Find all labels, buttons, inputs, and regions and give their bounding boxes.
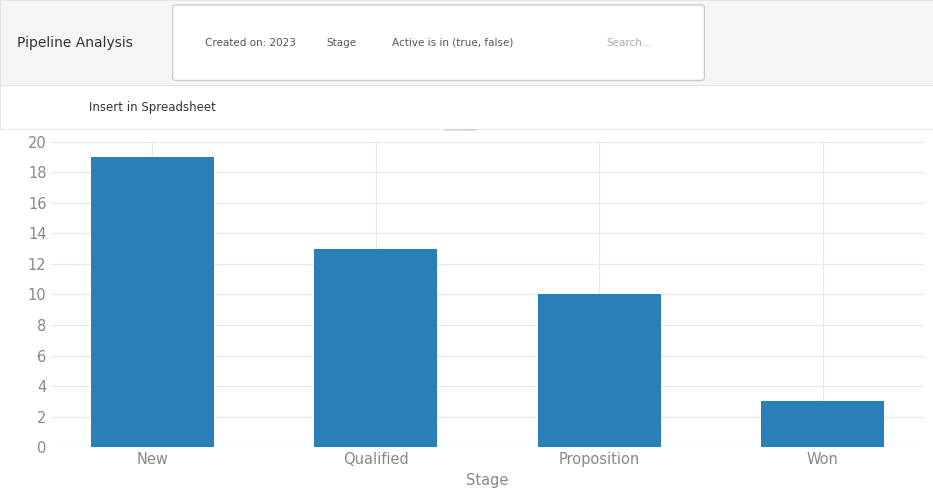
Bar <box>761 402 884 447</box>
Bar <box>314 248 438 447</box>
Text: Search...: Search... <box>606 38 652 48</box>
Text: Created on: 2023: Created on: 2023 <box>205 38 296 48</box>
Text: Measures ▾: Measures ▾ <box>1 101 71 114</box>
Legend: Count: Count <box>438 109 537 136</box>
X-axis label: Stage: Stage <box>466 473 508 488</box>
Bar <box>91 157 214 447</box>
Text: Active is in (true, false): Active is in (true, false) <box>392 38 513 48</box>
Text: Insert in Spreadsheet: Insert in Spreadsheet <box>89 101 216 114</box>
Text: Pipeline Analysis: Pipeline Analysis <box>17 36 132 50</box>
Bar <box>537 294 661 447</box>
Text: Stage: Stage <box>327 38 356 48</box>
